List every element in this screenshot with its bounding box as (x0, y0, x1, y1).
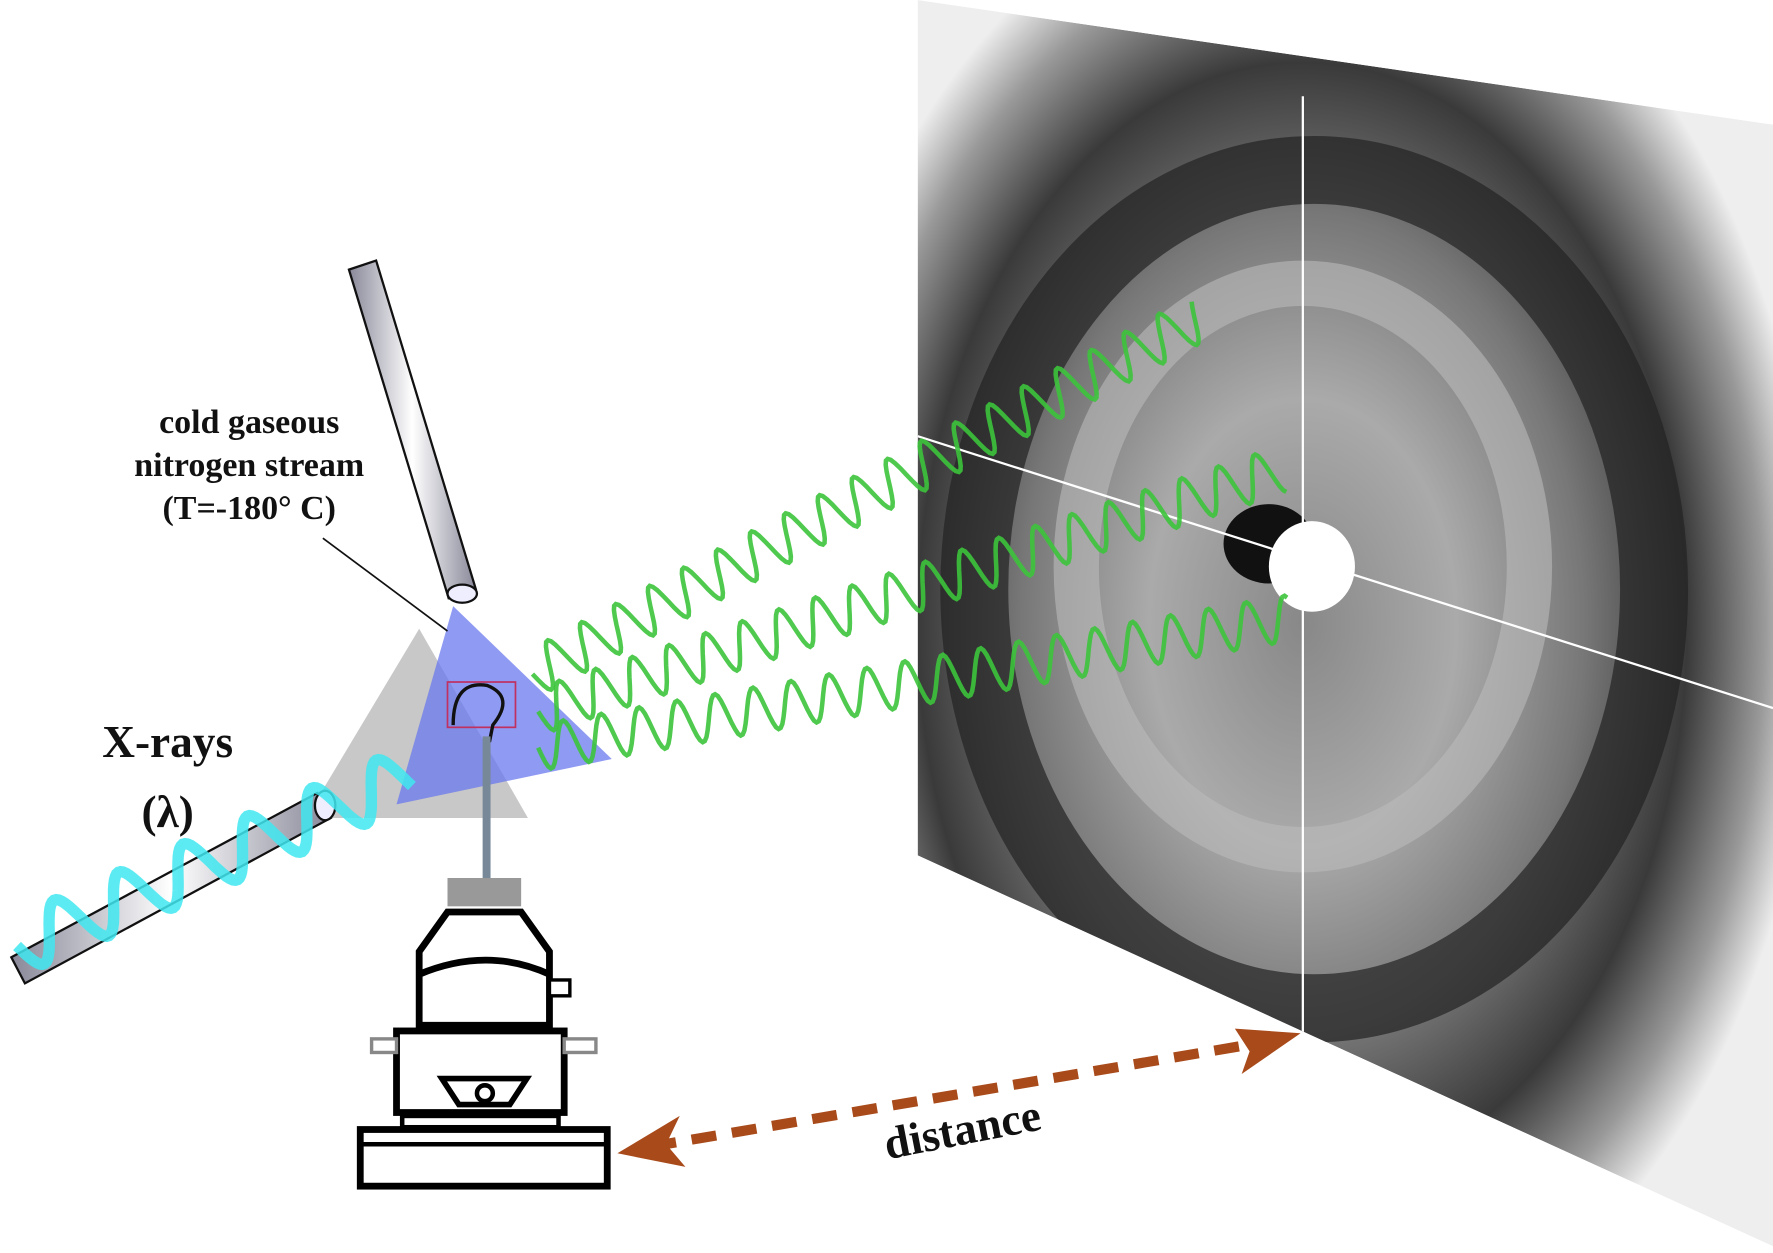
diagram: cold gaseous nitrogen stream (T=-180° C)… (0, 0, 1773, 1253)
label: nitrogen stream (134, 447, 364, 484)
detector (918, 0, 1773, 1246)
nitrogen-tube (349, 261, 477, 603)
label: (λ) (141, 787, 193, 837)
label: X-rays (102, 717, 233, 767)
leader-line (323, 538, 448, 631)
label: (T=-180° C) (162, 490, 336, 527)
label: cold gaseous (159, 404, 339, 441)
